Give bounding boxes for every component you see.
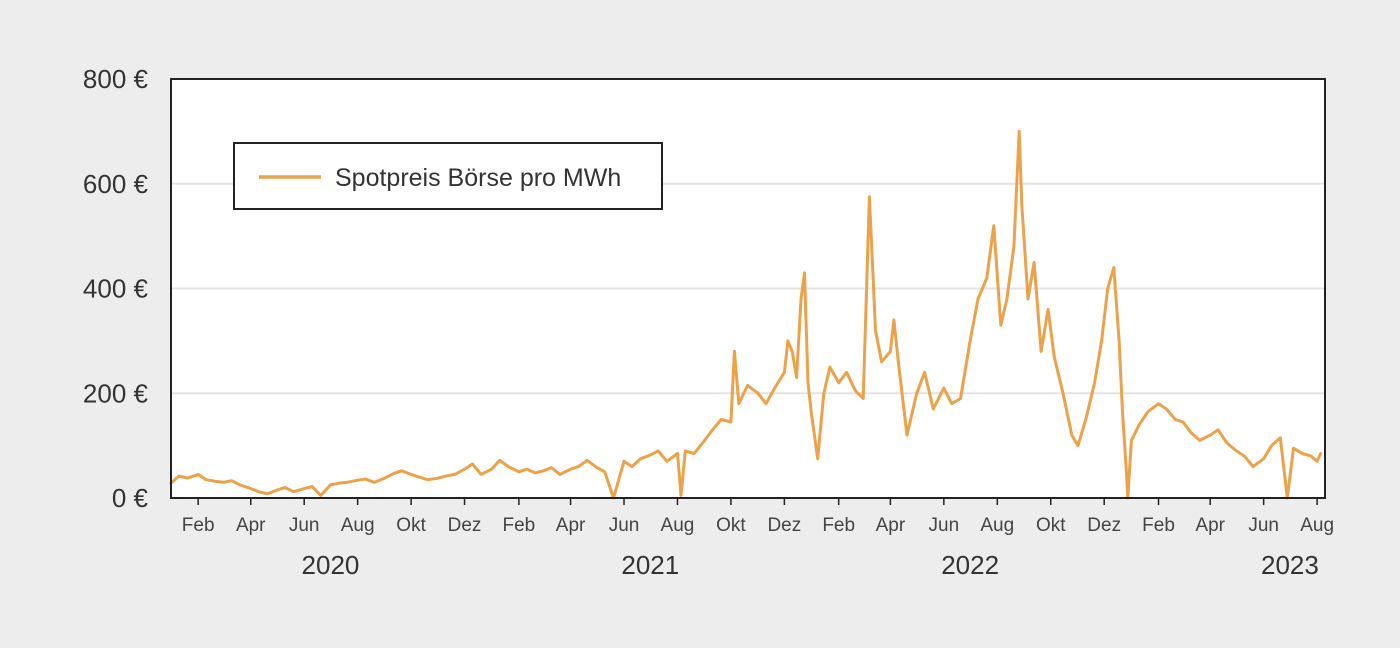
x-axis-ticks: Feb Apr Jun Aug Okt Dez Feb Apr Jun Aug Okt Dez Feb A… — [182, 498, 1334, 536]
x-tick-label: Aug — [1300, 515, 1334, 536]
year-label: 2021 — [621, 550, 679, 580]
year-labels: 2020 2021 2022 2023 — [302, 550, 1319, 580]
x-tick-label: Okt — [1036, 515, 1066, 536]
x-tick-label: Jun — [1248, 515, 1279, 536]
x-tick-label: Apr — [876, 515, 906, 536]
x-tick-label: Jun — [289, 515, 320, 536]
year-label: 2020 — [302, 550, 360, 580]
legend-label: Spotpreis Börse pro MWh — [335, 164, 621, 192]
plot-frame — [170, 78, 1326, 499]
y-axis-ticks: 0 € 200 € 400 € 600 € 800 € — [83, 64, 149, 513]
x-tick-label: Feb — [1142, 515, 1175, 536]
y-tick-label: 600 € — [83, 169, 149, 199]
x-tick-label: Feb — [502, 515, 535, 536]
y-tick-label: 400 € — [83, 274, 149, 304]
year-label: 2023 — [1261, 550, 1319, 580]
x-tick-label: Dez — [448, 515, 482, 536]
x-tick-label: Jun — [929, 515, 960, 536]
y-tick-label: 0 € — [112, 483, 149, 513]
x-tick-label: Jun — [609, 515, 640, 536]
x-tick-label: Dez — [767, 515, 801, 536]
x-tick-label: Dez — [1087, 515, 1121, 536]
series-line — [169, 129, 1323, 500]
x-tick-label: Apr — [1195, 515, 1225, 536]
y-tick-label: 200 € — [83, 378, 149, 408]
x-tick-label: Apr — [236, 515, 266, 536]
x-tick-label: Apr — [556, 515, 586, 536]
x-tick-label: Okt — [396, 515, 426, 536]
x-tick-label: Aug — [980, 515, 1014, 536]
x-tick-label: Okt — [716, 515, 746, 536]
x-tick-label: Feb — [822, 515, 855, 536]
x-tick-label: Aug — [661, 515, 695, 536]
x-tick-label: Feb — [182, 515, 215, 536]
x-tick-label: Aug — [341, 515, 375, 536]
year-label: 2022 — [941, 550, 999, 580]
y-tick-label: 800 € — [83, 64, 149, 94]
legend: Spotpreis Börse pro MWh — [233, 142, 663, 210]
